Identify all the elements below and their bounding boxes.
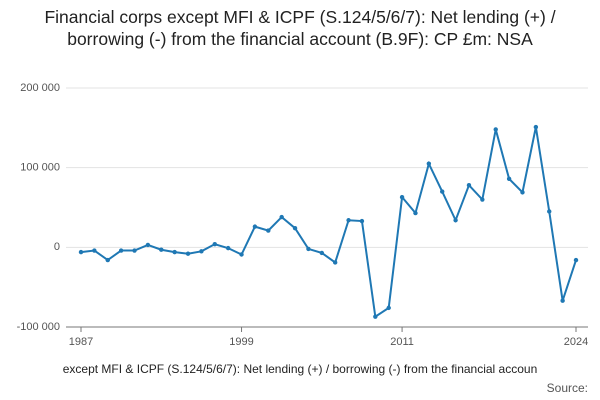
data-point — [506, 176, 512, 182]
data-point — [426, 161, 432, 166]
data-point — [520, 190, 525, 195]
data-point — [560, 298, 565, 303]
data-point — [373, 314, 378, 319]
data-point — [440, 189, 445, 194]
data-point — [118, 248, 124, 253]
x-tick-label: 2011 — [390, 336, 414, 348]
y-tick-label: 100 000 — [20, 162, 60, 174]
data-point — [466, 182, 472, 188]
data-point — [159, 247, 164, 252]
data-point — [105, 257, 110, 263]
data-point — [78, 249, 84, 255]
data-point — [493, 127, 498, 132]
data-point — [533, 124, 539, 130]
x-tick-label: 1999 — [229, 336, 253, 348]
data-point — [573, 257, 579, 263]
data-point — [319, 250, 325, 256]
data-point — [386, 305, 391, 311]
data-point — [212, 241, 217, 247]
data-point — [239, 252, 244, 257]
data-point — [225, 245, 231, 251]
data-point — [413, 210, 418, 216]
y-tick-label: 0 — [54, 241, 60, 253]
data-point — [480, 197, 485, 202]
x-tick-label: 2024 — [564, 336, 588, 348]
y-tick-label: -100 000 — [17, 321, 60, 333]
data-point — [185, 251, 191, 256]
data-point — [266, 228, 271, 233]
data-point — [359, 218, 365, 224]
data-point — [453, 218, 458, 223]
data-point — [346, 218, 351, 223]
data-point — [199, 249, 204, 254]
source: Source: — [547, 381, 588, 395]
data-point — [252, 224, 258, 229]
data-point — [399, 194, 405, 200]
y-tick-label: 200 000 — [20, 82, 60, 94]
x-axis-label: except MFI & ICPF (S.124/5/6/7): Net len… — [63, 362, 538, 376]
x-tick-label: 1987 — [69, 336, 93, 348]
data-point — [279, 214, 284, 220]
data-point — [306, 246, 311, 252]
data-point — [292, 226, 298, 231]
data-point — [332, 260, 338, 265]
chart-title: Financial corps except MFI & ICPF (S.124… — [44, 7, 556, 49]
data-point — [132, 248, 137, 253]
data-point — [547, 209, 552, 214]
data-point — [92, 248, 97, 253]
data-point — [172, 249, 177, 255]
data-point — [145, 242, 151, 248]
data-line — [80, 126, 577, 319]
